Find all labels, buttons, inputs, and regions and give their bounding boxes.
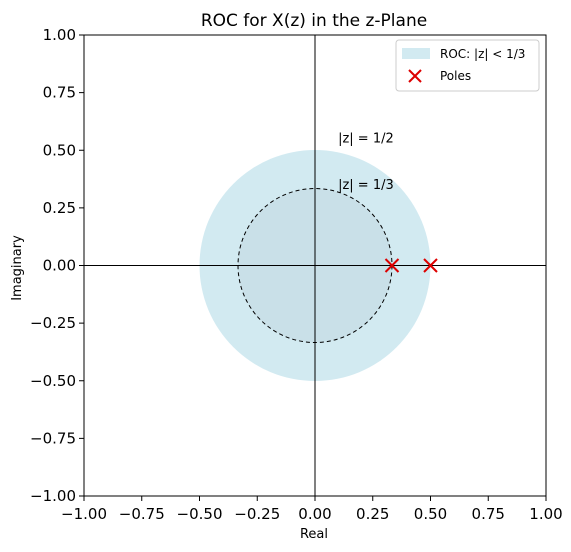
legend-poles-label: Poles <box>440 69 471 83</box>
y-tick-label: 0.50 <box>43 141 76 159</box>
x-tick-label: 0.50 <box>414 505 447 523</box>
y-tick-label: −0.25 <box>30 314 76 332</box>
chart-title: ROC for X(z) in the z-Plane <box>201 11 427 31</box>
annotation-third: |z| = 1/3 <box>338 178 394 193</box>
annotation-half: |z| = 1/2 <box>338 132 394 147</box>
y-tick-label: 1.00 <box>43 26 76 44</box>
y-tick-label: −0.50 <box>30 372 76 390</box>
x-tick-label: −1.00 <box>61 505 107 523</box>
x-tick-label: −0.25 <box>234 505 280 523</box>
x-tick-label: 0.00 <box>298 505 331 523</box>
y-axis-label: Imaginary <box>10 235 25 301</box>
legend-poles-marker <box>408 69 422 83</box>
legend-roc-swatch <box>402 48 430 59</box>
y-tick-label: 0.00 <box>43 257 76 275</box>
legend: ROC: |z| < 1/3 Poles <box>395 39 540 92</box>
pole-marker <box>423 258 438 273</box>
x-ticks: −1.00 −0.75 −0.50 −0.25 0.00 0.25 0.50 0.75 1.00 <box>61 496 563 523</box>
x-tick-label: 0.75 <box>472 505 505 523</box>
legend-box <box>395 39 540 92</box>
y-tick-label: 0.75 <box>43 84 76 102</box>
poles-series <box>384 258 438 273</box>
x-tick-label: 1.00 <box>529 505 562 523</box>
x-tick-label: −0.75 <box>119 505 165 523</box>
y-tick-label: −0.75 <box>30 429 76 447</box>
legend-roc-label: ROC: |z| < 1/3 <box>440 47 525 61</box>
y-ticks: −1.00 −0.75 −0.50 −0.25 0.00 0.25 0.50 0.75 1.00 <box>30 26 84 505</box>
y-tick-label: −1.00 <box>30 487 76 505</box>
y-tick-label: 0.25 <box>43 199 76 217</box>
x-axis-label: Real <box>300 527 328 542</box>
pole-marker <box>384 258 400 273</box>
x-tick-label: 0.25 <box>356 505 389 523</box>
x-tick-label: −0.50 <box>177 505 223 523</box>
